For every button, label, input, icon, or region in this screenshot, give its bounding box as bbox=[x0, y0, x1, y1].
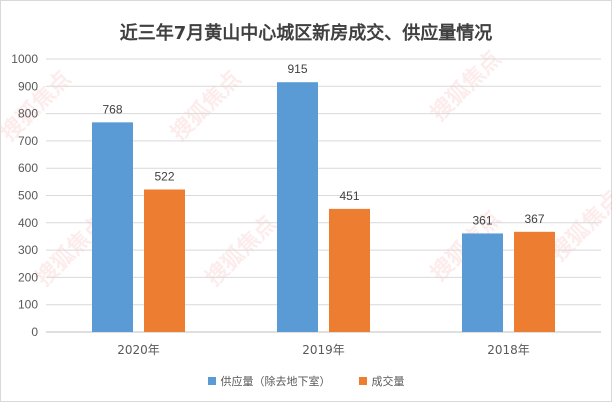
legend-label-deals: 成交量 bbox=[371, 375, 405, 388]
data-label: 367 bbox=[524, 212, 544, 226]
y-tick-label: 500 bbox=[18, 189, 38, 203]
watermark: 搜狐焦点 bbox=[1, 66, 76, 147]
y-tick-label: 800 bbox=[18, 107, 38, 121]
legend-swatch-deals bbox=[358, 377, 367, 385]
y-tick-label: 600 bbox=[18, 161, 38, 175]
x-tick-label: 2018年 bbox=[487, 343, 530, 357]
bar-2-0 bbox=[462, 233, 503, 332]
y-tick-label: 200 bbox=[18, 270, 38, 284]
data-label: 451 bbox=[339, 189, 359, 203]
bar-0-1 bbox=[144, 189, 185, 332]
data-label: 361 bbox=[472, 213, 492, 227]
data-label: 522 bbox=[154, 169, 174, 183]
bar-1-0 bbox=[277, 82, 318, 332]
y-tick-label: 300 bbox=[18, 243, 38, 257]
legend-item-deals: 成交量 bbox=[358, 373, 405, 389]
bar-2-1 bbox=[514, 231, 555, 332]
x-tick-label: 2020年 bbox=[117, 343, 160, 357]
legend-label-supply: 供应量（除去地下室） bbox=[220, 375, 331, 388]
y-tick-label: 100 bbox=[18, 298, 38, 312]
watermark: 搜狐焦点 bbox=[166, 66, 247, 147]
watermark: 搜狐焦点 bbox=[546, 186, 612, 267]
data-label: 915 bbox=[287, 62, 307, 76]
y-tick-label: 900 bbox=[18, 79, 38, 93]
bar-0-0 bbox=[92, 122, 133, 332]
data-label: 768 bbox=[102, 102, 122, 116]
y-tick-label: 1000 bbox=[11, 52, 38, 66]
bar-1-1 bbox=[329, 208, 370, 332]
legend-item-supply: 供应量（除去地下室） bbox=[207, 373, 331, 389]
y-tick-label: 700 bbox=[18, 134, 38, 148]
y-tick-label: 0 bbox=[31, 325, 38, 339]
legend: 供应量（除去地下室） 成交量 bbox=[1, 373, 611, 389]
x-tick-label: 2019年 bbox=[302, 343, 345, 357]
y-tick-label: 400 bbox=[18, 216, 38, 230]
legend-swatch-supply bbox=[207, 377, 216, 385]
chart-title: 近三年7月黄山中心城区新房成交、供应量情况 bbox=[119, 23, 493, 44]
